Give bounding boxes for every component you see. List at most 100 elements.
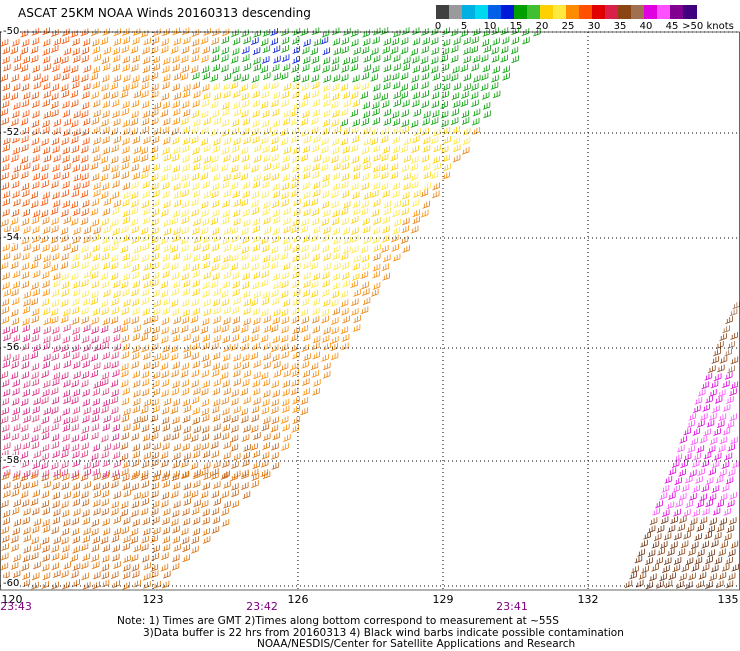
wind-barb xyxy=(81,425,89,434)
wind-barb xyxy=(181,45,190,54)
wind-barb xyxy=(180,459,189,468)
wind-barb xyxy=(251,109,260,118)
wind-barb xyxy=(291,90,300,99)
wind-barb xyxy=(242,117,250,126)
wind-barb xyxy=(692,484,700,493)
wind-barb xyxy=(713,452,722,461)
wind-barb xyxy=(2,388,11,397)
wind-barb xyxy=(302,387,310,396)
wind-barb xyxy=(281,316,289,325)
wind-barb xyxy=(51,526,59,535)
wind-barb xyxy=(331,217,340,226)
wind-barb xyxy=(372,226,381,235)
wind-barb xyxy=(50,244,59,253)
wind-barb xyxy=(362,29,370,38)
wind-barb xyxy=(689,469,697,478)
wind-barb xyxy=(666,501,675,510)
time-label-1: 23:43 xyxy=(0,600,32,613)
wind-barb xyxy=(322,83,331,92)
wind-barb xyxy=(82,527,91,536)
wind-barb xyxy=(110,507,119,516)
wind-barb xyxy=(0,500,9,508)
wind-barb xyxy=(131,563,139,572)
wind-barb xyxy=(71,517,79,526)
wind-barb xyxy=(722,403,731,412)
wind-barb xyxy=(150,90,159,99)
wind-barb xyxy=(230,253,239,262)
wind-barb xyxy=(210,217,218,226)
wind-barb xyxy=(421,72,429,81)
wind-barb xyxy=(451,92,460,101)
wind-barb xyxy=(683,452,692,461)
wind-barb xyxy=(302,92,310,101)
wind-barb xyxy=(192,118,201,127)
wind-barb xyxy=(170,299,179,308)
wind-barb xyxy=(192,527,200,536)
wind-barb xyxy=(240,83,249,92)
wind-barb xyxy=(142,442,151,451)
wind-barb xyxy=(181,379,189,388)
wind-barb xyxy=(220,64,229,73)
wind-barb xyxy=(71,306,79,315)
wind-barb xyxy=(440,119,449,128)
wind-barb xyxy=(21,563,29,572)
wind-barb xyxy=(11,397,20,406)
wind-barb xyxy=(21,271,29,280)
wind-barb xyxy=(41,126,50,135)
colorbar-tick-label: 45 xyxy=(665,21,679,32)
wind-barb xyxy=(252,379,260,388)
wind-barb xyxy=(253,29,261,38)
wind-barb xyxy=(53,468,61,477)
wind-barb xyxy=(31,441,39,450)
wind-barb xyxy=(203,117,211,126)
wind-barb xyxy=(442,83,451,91)
wind-barb xyxy=(261,451,270,460)
wind-barb xyxy=(651,563,659,572)
wind-barb xyxy=(132,389,141,398)
wind-barb xyxy=(232,37,241,46)
wind-barb xyxy=(694,396,703,405)
time-label-3: 23:41 xyxy=(496,600,528,613)
wind-barb xyxy=(191,72,200,80)
wind-barb xyxy=(72,38,80,46)
wind-barb xyxy=(11,360,19,369)
wind-barb xyxy=(192,443,201,452)
wind-barb xyxy=(380,27,389,35)
wind-barb xyxy=(152,55,160,64)
wind-barb xyxy=(301,378,310,386)
wind-barb xyxy=(372,253,381,261)
wind-barb xyxy=(193,425,201,434)
wind-barb xyxy=(0,73,8,82)
wind-barb xyxy=(131,36,140,45)
lon-label-123: 123 xyxy=(142,593,164,606)
wind-barb xyxy=(50,263,58,272)
wind-barb xyxy=(41,416,49,425)
wind-barb xyxy=(141,535,149,544)
wind-barb xyxy=(200,200,209,209)
wind-barb xyxy=(252,234,260,243)
wind-barb xyxy=(272,389,280,398)
wind-barb xyxy=(72,498,80,507)
wind-barb xyxy=(103,443,111,452)
wind-barb xyxy=(240,252,249,261)
wind-barb xyxy=(92,507,101,516)
wind-barb xyxy=(697,388,706,397)
wind-barb xyxy=(30,282,39,290)
wind-barb xyxy=(272,227,280,236)
wind-barb xyxy=(91,198,99,207)
wind-barb xyxy=(132,28,141,36)
wind-barb xyxy=(102,244,111,253)
wind-barb xyxy=(141,480,149,489)
wind-barb xyxy=(41,536,50,545)
wind-barb xyxy=(33,73,41,82)
wind-barb xyxy=(192,480,201,489)
wind-barb xyxy=(230,234,239,243)
wind-barb xyxy=(43,63,51,72)
wind-barb xyxy=(411,99,420,108)
wind-barb xyxy=(191,38,200,47)
wind-barb xyxy=(130,553,139,562)
wind-barb xyxy=(23,545,31,554)
wind-barb xyxy=(703,451,712,460)
wind-barb xyxy=(430,27,439,36)
wind-barb xyxy=(51,482,60,490)
